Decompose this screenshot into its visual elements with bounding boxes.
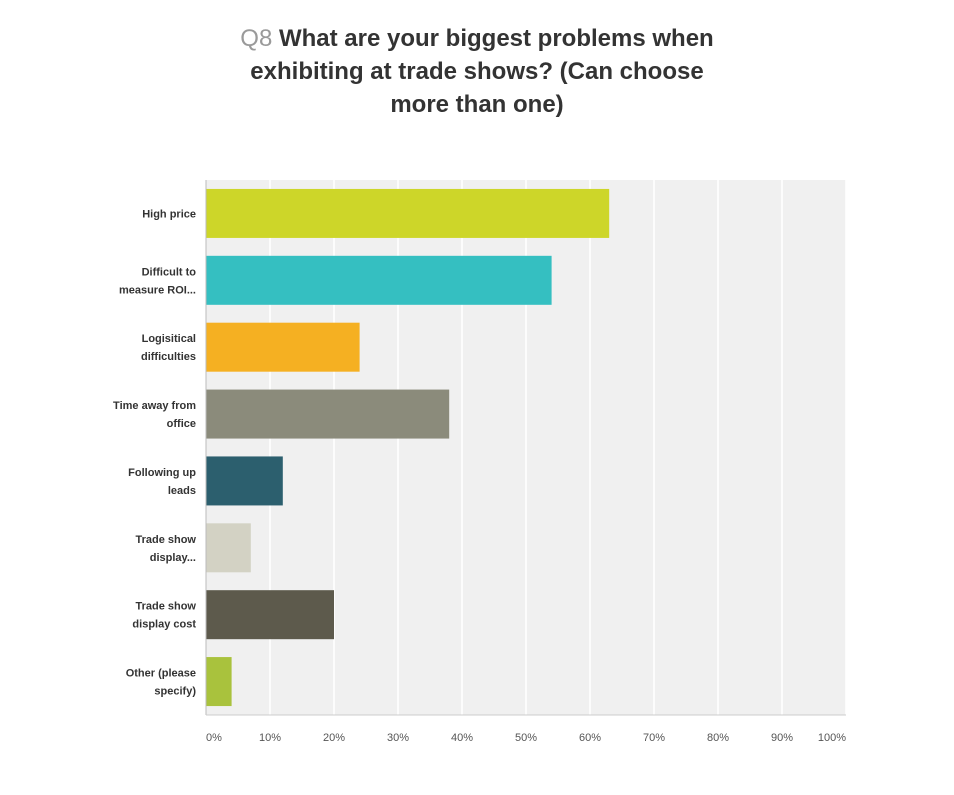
x-tick-label: 10%: [259, 732, 281, 744]
category-label: High price: [142, 208, 196, 220]
x-tick-label: 50%: [515, 732, 537, 744]
category-label: leads: [168, 485, 196, 497]
bar: [206, 590, 334, 640]
bar: [206, 322, 360, 372]
x-tick-label: 30%: [387, 732, 409, 744]
category-label: measure ROI...: [119, 284, 196, 296]
chart-title: Q8 What are your biggest problems when e…: [0, 22, 954, 121]
x-tick-label: 80%: [707, 732, 729, 744]
chart-title-line-2: exhibiting at trade shows? (Can choose: [250, 58, 704, 85]
x-tick-label: 70%: [643, 732, 665, 744]
category-label: Logisitical: [142, 333, 196, 345]
bars: [206, 188, 610, 707]
x-tick-labels: 0% 10% 20% 30% 40% 50% 60% 70% 80% 90% 100%: [206, 732, 846, 744]
category-labels: High price Difficult to measure ROI... Logi…: [113, 208, 196, 697]
bar: [206, 523, 251, 573]
bar: [206, 255, 552, 305]
category-label: office: [167, 418, 196, 430]
chart-title-line-1: Q8 What are your biggest problems when: [0, 22, 954, 55]
x-tick-label: 40%: [451, 732, 473, 744]
bar: [206, 389, 450, 439]
category-label: Other (please: [126, 668, 196, 680]
category-label: difficulties: [141, 351, 196, 363]
category-label: Trade show: [135, 534, 196, 546]
category-label: display cost: [132, 619, 196, 631]
bar: [206, 188, 610, 238]
x-tick-label: 90%: [771, 732, 793, 744]
category-label: Time away from: [113, 400, 196, 412]
category-label: Difficult to: [142, 266, 197, 278]
x-tick-label: 60%: [579, 732, 601, 744]
bar: [206, 456, 283, 506]
x-tick-label: 0%: [206, 732, 222, 744]
x-tick-label: 100%: [818, 732, 846, 744]
chart-title-text-1: What are your biggest problems when: [278, 25, 714, 52]
category-label: display...: [150, 552, 196, 564]
chart-title-line-3: more than one): [390, 91, 564, 118]
category-label: Trade show: [135, 601, 196, 613]
category-label: specify): [154, 686, 196, 698]
category-label: Following up: [128, 467, 196, 479]
x-tick-label: 20%: [323, 732, 345, 744]
bar: [206, 657, 232, 707]
question-number: Q8: [240, 25, 273, 52]
